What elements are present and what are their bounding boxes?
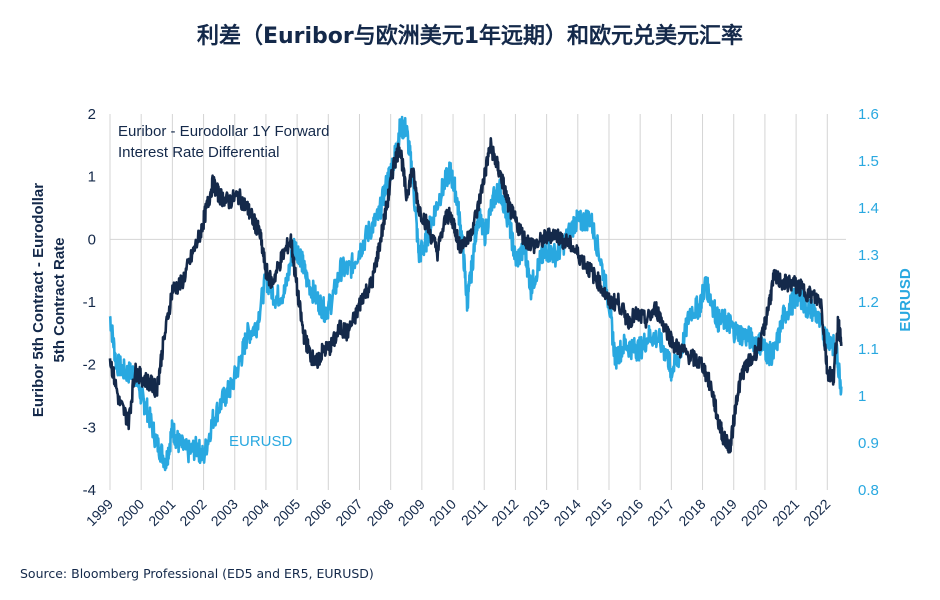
x-tick-label: 2008	[363, 496, 396, 529]
right-tick-label: 0.9	[858, 435, 879, 452]
x-tick-label: 2015	[582, 496, 615, 529]
x-tick-label: 1999	[83, 496, 116, 529]
left-tick-label: -2	[83, 357, 96, 374]
source-note: Source: Bloomberg Professional (ED5 and …	[20, 566, 374, 581]
right-axis-ticks: 1.6 1.5 1.4 1.3 1.2 1.1 1 0.9 0.8	[858, 106, 879, 499]
x-tick-label: 2018	[675, 496, 708, 529]
x-tick-label: 2014	[551, 496, 584, 529]
x-tick-label: 2011	[458, 496, 491, 529]
gridlines	[109, 114, 828, 490]
left-axis-label-line1: Euribor 5th Contract - Eurodollar	[30, 183, 47, 417]
left-tick-label: 2	[88, 106, 96, 123]
right-tick-label: 1.5	[858, 153, 879, 170]
rate-differential-series	[108, 137, 843, 454]
right-tick-label: 1.1	[858, 341, 879, 358]
right-tick-label: 1.3	[858, 247, 879, 264]
x-tick-label: 2006	[301, 496, 334, 529]
x-tick-label: 2009	[395, 496, 428, 529]
eurusd-series	[108, 115, 843, 472]
chart-title: 利差（Euribor与欧洲美元1年远期）和欧元兑美元汇率	[196, 24, 744, 49]
x-tick-label: 2013	[519, 496, 552, 529]
x-tick-label: 2001	[145, 496, 178, 529]
x-tick-label: 2000	[114, 496, 147, 529]
x-tick-label: 2017	[644, 496, 677, 529]
x-tick-label: 2004	[239, 496, 272, 529]
left-tick-label: -3	[83, 419, 96, 436]
left-tick-label: 0	[88, 231, 96, 248]
left-axis-ticks: 2 1 0 -1 -2 -3 -4	[83, 106, 96, 499]
x-tick-label: 2010	[426, 496, 459, 529]
left-tick-label: 1	[88, 169, 96, 186]
x-tick-label: 2019	[707, 496, 740, 529]
right-tick-label: 1.2	[858, 294, 879, 311]
series-line	[108, 137, 843, 454]
x-axis-ticks: 1999200020012002200320042005200620072008…	[83, 496, 834, 529]
right-tick-label: 0.8	[858, 482, 879, 499]
right-tick-label: 1.4	[858, 200, 879, 217]
annotation-dark-line2: Interest Rate Differential	[118, 144, 279, 161]
left-axis-label-line2: 5th Contract Rate	[51, 237, 68, 362]
x-tick-label: 2005	[270, 496, 303, 529]
series-line	[108, 115, 843, 472]
annotation-dark-line1: Euribor - Eurodollar 1Y Forward	[118, 123, 329, 140]
x-tick-label: 2022	[800, 496, 833, 529]
x-tick-label: 2012	[488, 496, 521, 529]
annotation-light: EURUSD	[229, 433, 293, 450]
x-tick-label: 2021	[769, 496, 802, 529]
x-tick-label: 2020	[738, 496, 771, 529]
x-tick-label: 2003	[208, 496, 241, 529]
x-tick-label: 2002	[176, 496, 209, 529]
right-tick-label: 1.6	[858, 106, 879, 123]
x-tick-label: 2016	[613, 496, 646, 529]
right-tick-label: 1	[858, 388, 866, 405]
right-axis-label: EURUSD	[897, 268, 914, 332]
left-tick-label: -1	[83, 294, 96, 311]
left-tick-label: -4	[83, 482, 96, 499]
x-tick-label: 2007	[332, 496, 365, 529]
